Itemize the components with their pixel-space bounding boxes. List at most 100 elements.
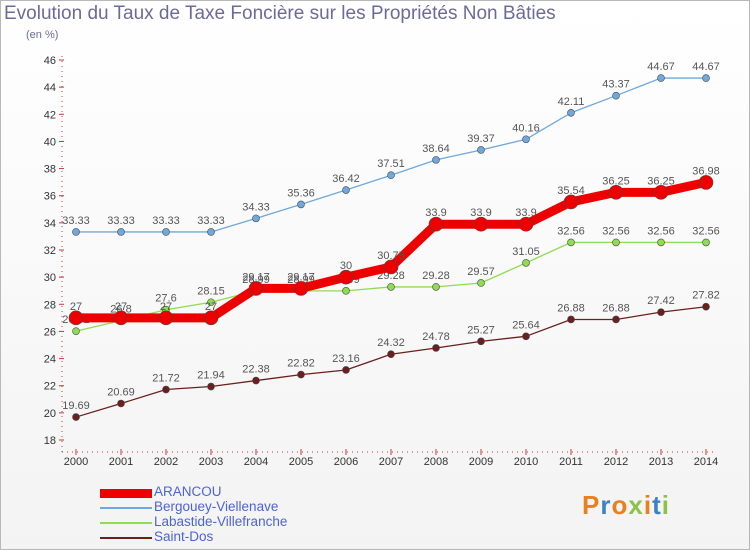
y-tick-label: 34 — [44, 218, 56, 230]
data-point — [72, 228, 80, 236]
data-label: 33.33 — [62, 215, 90, 227]
data-point — [518, 216, 534, 232]
y-tick-label: 26 — [44, 326, 56, 338]
data-point — [342, 287, 350, 295]
legend-swatch — [100, 522, 152, 524]
data-point — [567, 238, 575, 247]
data-point — [657, 308, 665, 316]
x-tick-label: 2005 — [289, 456, 313, 468]
legend-label: Saint-Dos — [154, 529, 214, 544]
data-label: 43.37 — [602, 79, 630, 91]
data-point — [207, 228, 215, 236]
data-point — [522, 332, 530, 341]
data-point — [563, 194, 579, 210]
data-label: 39.37 — [467, 133, 495, 145]
data-label: 27.6 — [155, 293, 176, 305]
y-tick-label: 20 — [44, 408, 56, 420]
data-point — [68, 310, 84, 326]
data-point — [207, 298, 215, 307]
data-point — [252, 376, 260, 385]
x-tick-label: 2006 — [334, 456, 358, 468]
y-tick-label: 30 — [44, 272, 56, 284]
x-tick-label: 2013 — [649, 456, 673, 468]
y-tick-label: 44 — [44, 82, 56, 94]
data-point — [293, 281, 309, 296]
data-point — [338, 269, 354, 285]
y-tick-label: 24 — [44, 354, 56, 366]
data-label: 28.99 — [242, 274, 270, 286]
legend-swatch — [100, 537, 152, 539]
legend-label: Labastide-Villefranche — [154, 514, 288, 529]
data-label: 33.33 — [107, 215, 135, 227]
data-point — [612, 238, 620, 247]
data-label: 33.9 — [470, 207, 491, 219]
data-point — [72, 413, 80, 421]
data-point — [248, 281, 264, 296]
data-point — [428, 216, 444, 232]
x-tick-label: 2011 — [559, 456, 583, 468]
data-label: 25.27 — [467, 324, 495, 336]
data-point — [657, 238, 665, 247]
data-label: 35.36 — [287, 187, 315, 199]
data-label: 32.56 — [647, 225, 675, 237]
data-label: 34.33 — [242, 201, 270, 213]
data-label: 30.75 — [377, 250, 405, 262]
data-label: 32.56 — [557, 225, 585, 237]
x-tick-label: 2012 — [604, 456, 628, 468]
data-point — [702, 74, 710, 82]
x-tick-label: 2007 — [379, 456, 403, 468]
data-point — [567, 108, 575, 117]
data-point — [698, 175, 714, 190]
data-label: 19.69 — [62, 400, 90, 412]
data-label: 33.9 — [425, 207, 446, 219]
data-label: 44.67 — [692, 61, 720, 73]
data-label: 29.17 — [242, 271, 270, 283]
data-point — [387, 350, 395, 359]
data-point — [342, 186, 350, 194]
proxiti-logo: Proxiti — [582, 490, 670, 520]
data-point — [608, 185, 624, 200]
data-point — [612, 91, 620, 100]
data-point — [162, 385, 170, 394]
data-label: 32.56 — [602, 225, 630, 237]
x-tick-label: 2010 — [514, 456, 538, 468]
y-tick-label: 40 — [44, 136, 56, 148]
data-point — [432, 156, 440, 164]
y-tick-label: 22 — [44, 381, 56, 393]
data-point — [162, 228, 170, 236]
data-point — [702, 302, 710, 311]
y-tick-label: 18 — [44, 435, 56, 447]
data-label: 21.72 — [152, 373, 180, 385]
x-tick-label: 2008 — [424, 456, 448, 468]
data-point — [203, 310, 219, 326]
y-tick-label: 36 — [44, 191, 56, 203]
series-bergouey-viellenave: 33.33 33.33 33.33 33.33 34.33 35.36 36.42 37.51… — [62, 61, 720, 236]
data-label: 22.82 — [287, 358, 315, 370]
data-label: 24.78 — [422, 331, 450, 343]
data-label: 27 — [205, 301, 217, 313]
y-tick-label: 28 — [44, 299, 56, 311]
data-label: 27.82 — [692, 290, 720, 302]
data-point — [117, 399, 125, 408]
data-label: 33.33 — [152, 215, 180, 227]
data-label: 36.25 — [647, 175, 675, 187]
data-label: 33.9 — [515, 207, 536, 219]
data-label: 25.64 — [512, 319, 540, 331]
data-point — [477, 279, 485, 287]
data-label: 20.69 — [107, 386, 135, 398]
data-point — [113, 310, 129, 326]
data-label: 35.54 — [557, 185, 585, 197]
data-point — [653, 185, 669, 200]
data-label: 29.17 — [287, 271, 315, 283]
data-label: 30 — [340, 260, 352, 272]
data-label: 32.56 — [692, 225, 720, 237]
data-label: 44.67 — [647, 61, 675, 73]
data-label: 23.16 — [332, 353, 360, 365]
x-tick-label: 2014 — [694, 456, 718, 468]
data-label: 27 — [160, 301, 172, 313]
data-point — [567, 315, 575, 324]
data-label: 27 — [70, 301, 82, 313]
data-label: 22.38 — [242, 364, 270, 376]
data-point — [522, 135, 530, 144]
legend-label: ARANCOU — [154, 484, 222, 499]
